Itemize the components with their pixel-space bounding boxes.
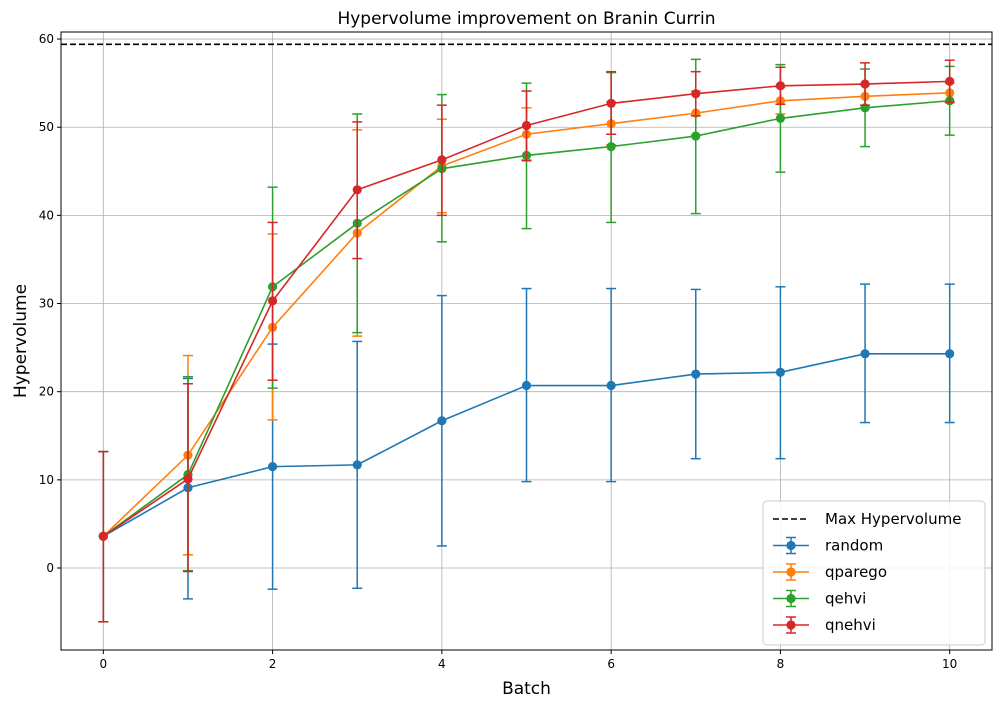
legend-box [762,500,986,646]
series-qnehvi [98,59,955,623]
data-point [606,98,616,109]
data-point [183,474,193,484]
legend-label: qnehvi [825,616,876,634]
chart-title: Hypervolume improvement on Branin Currin [337,9,715,29]
data-point [945,349,955,359]
legend: Max Hypervolume random qparego qehvi qnehvi [762,500,986,646]
x-tick-label: 8 [777,657,785,671]
data-point [775,113,786,123]
legend-swatch-marker [786,593,796,604]
data-point [521,120,532,131]
data-point [775,81,786,91]
y-tick-label: 30 [39,297,54,311]
data-point [775,367,786,377]
data-point [691,89,701,99]
data-point [267,462,278,472]
y-tick-label: 10 [39,473,54,487]
legend-label: random [825,537,883,555]
legend-swatch-marker [786,567,796,577]
data-point [437,155,447,165]
data-point [945,76,955,86]
data-point [98,531,108,541]
x-tick-label: 0 [99,657,107,671]
data-point [352,185,362,195]
x-tick-label: 6 [607,657,615,671]
data-point [521,380,532,391]
legend-label: qparego [825,563,887,581]
tick-layer: 0 2 4 6 8 10 0 10 20 30 40 50 60 [39,32,958,671]
x-tick-label: 10 [942,657,957,671]
y-tick-label: 50 [39,120,54,134]
plot-frame [60,31,993,651]
data-point [860,79,870,89]
y-tick-label: 40 [39,208,54,222]
legend-label: Max Hypervolume [825,510,961,528]
legend-label: qehvi [825,590,866,608]
x-axis-title: Batch [502,679,551,699]
legend-swatch-marker [786,620,796,630]
data-point [606,142,616,152]
x-tick-label: 2 [269,657,277,671]
series-layer [98,58,955,623]
data-point [606,380,616,391]
legend-swatch-marker [786,540,796,551]
data-point [691,131,701,141]
y-tick-label: 60 [39,32,54,46]
data-point [437,416,447,426]
y-tick-label: 20 [39,385,54,399]
data-point [860,349,870,359]
x-tick-label: 4 [438,657,446,671]
data-point [691,369,701,379]
data-point [352,460,362,470]
y-axis-title: Hypervolume [11,284,31,398]
data-point [267,296,278,306]
y-tick-label: 0 [46,561,54,575]
